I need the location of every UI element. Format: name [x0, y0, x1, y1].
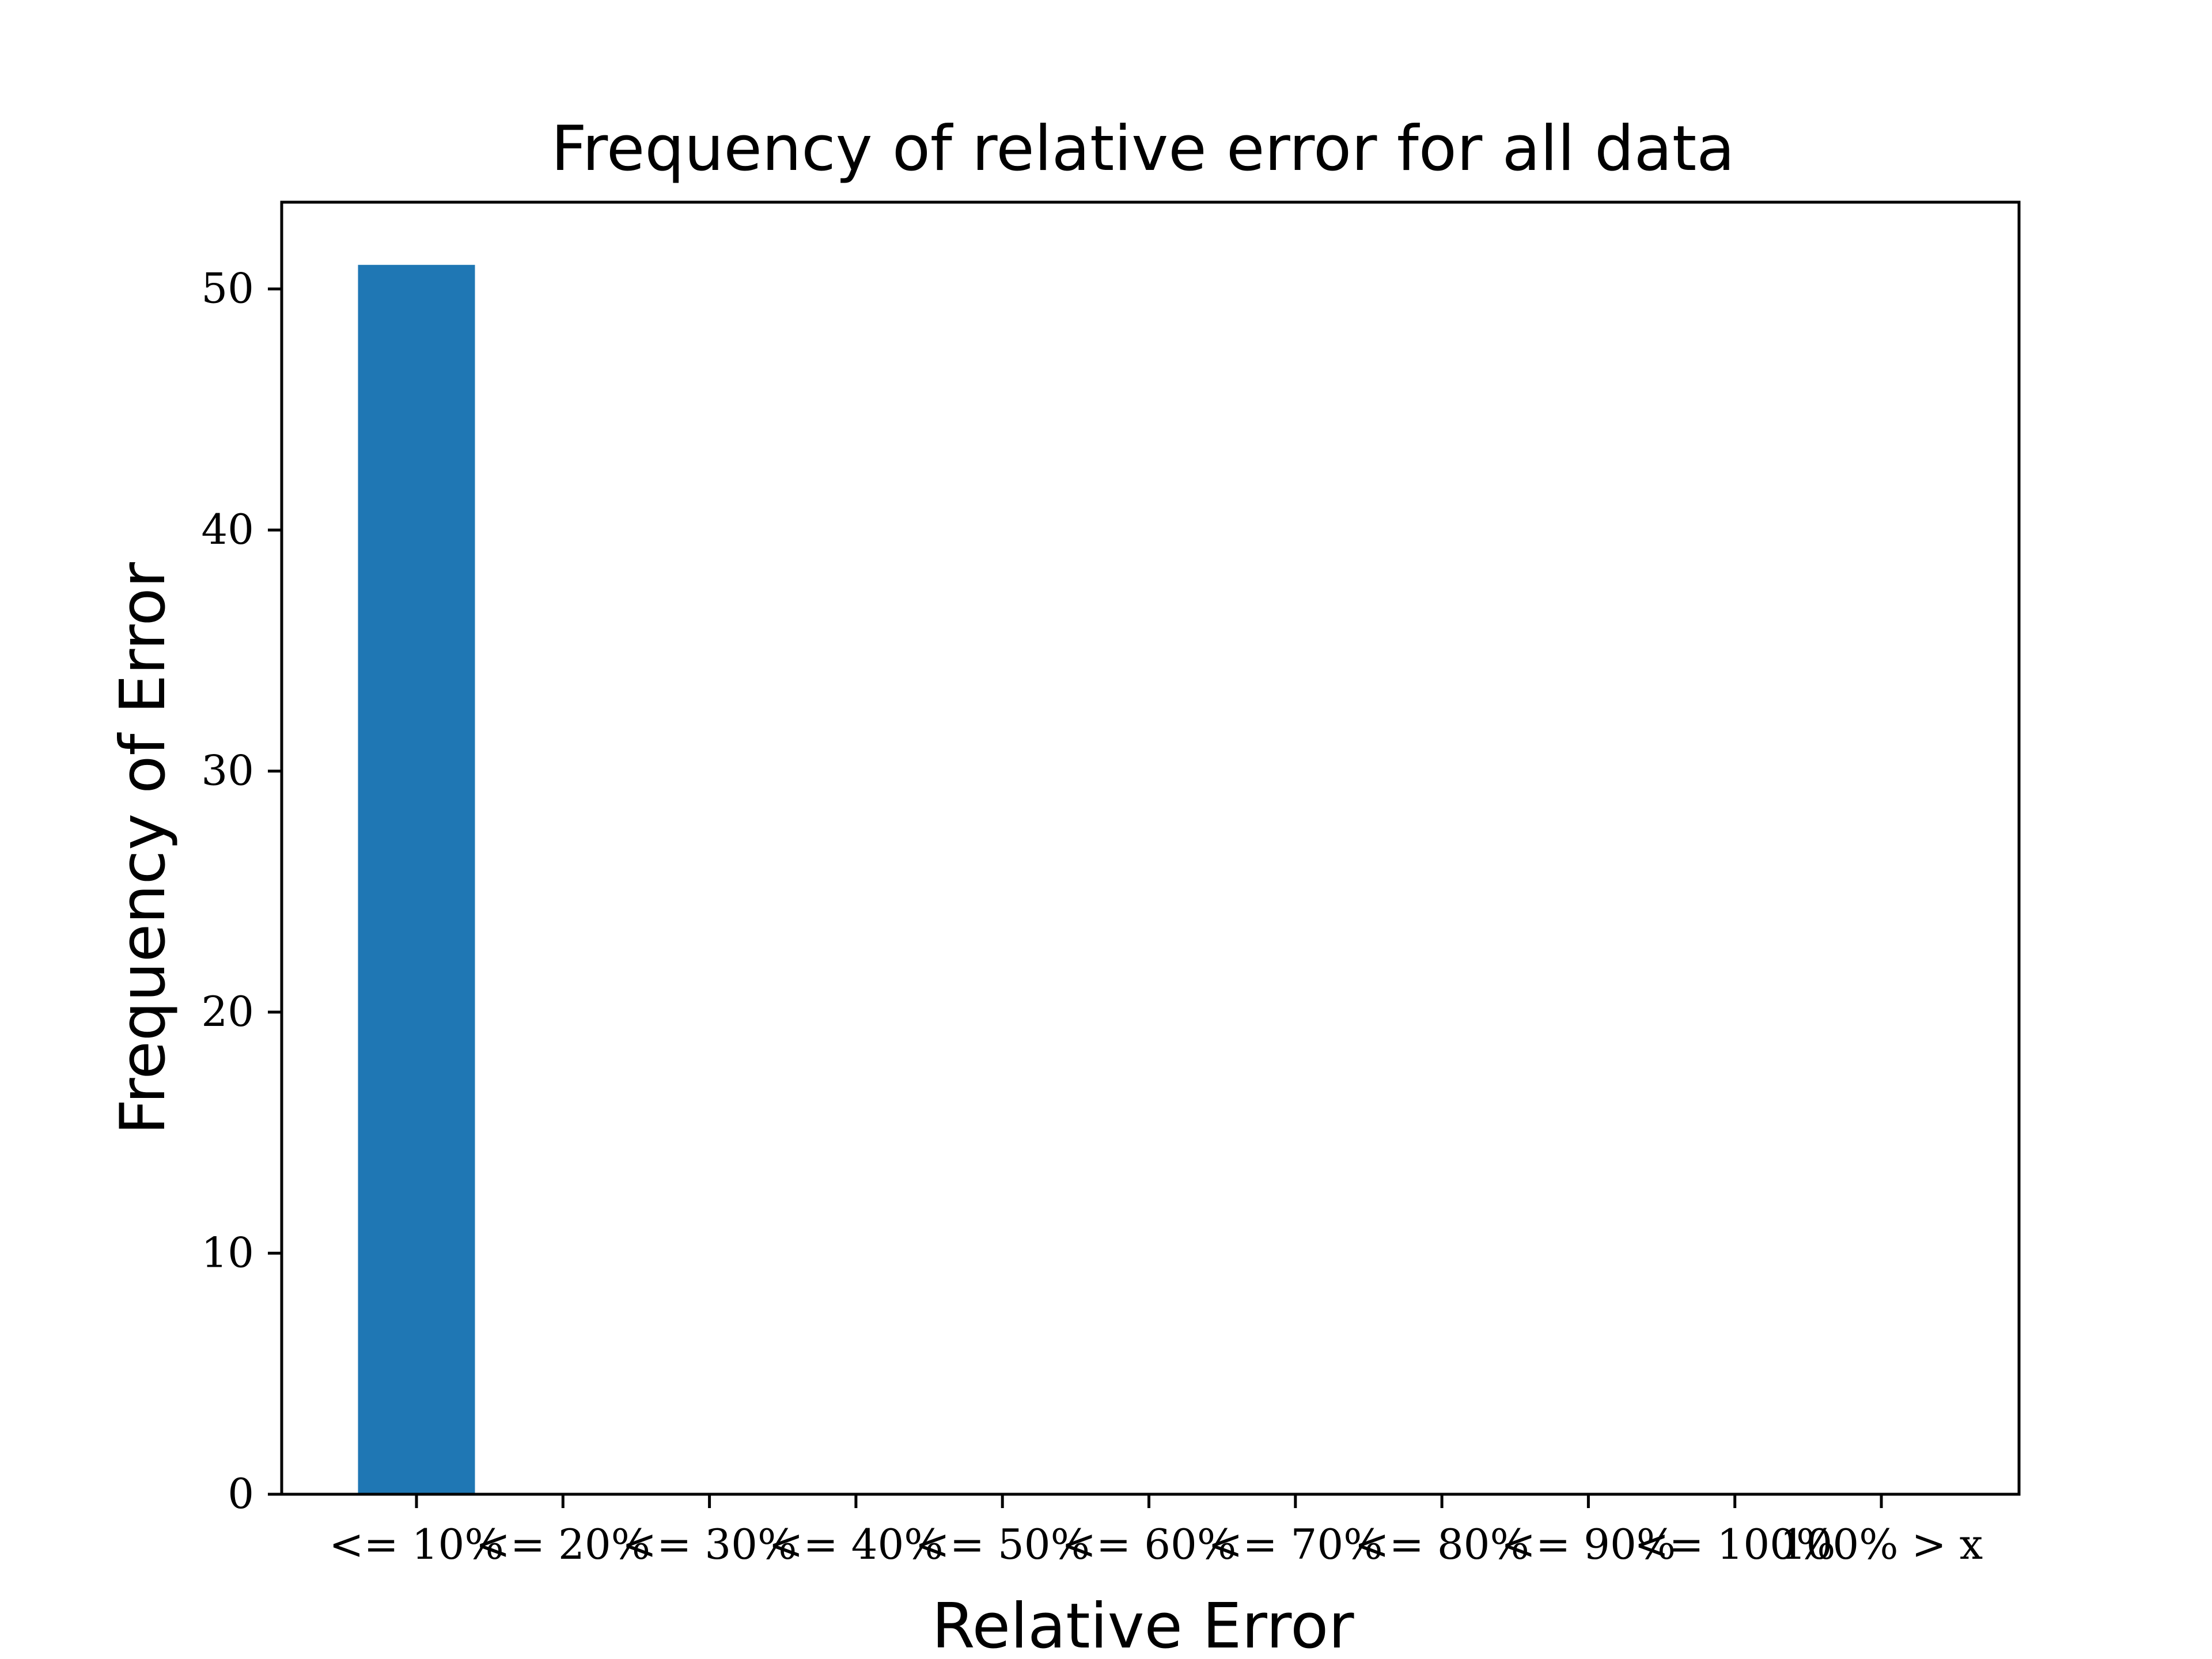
- bar-0: [358, 264, 475, 1494]
- x-tick-label: <= 40%: [768, 1520, 944, 1569]
- chart-title: Frequency of relative error for all data: [551, 113, 1735, 185]
- plot-frame: [280, 200, 2021, 1496]
- y-axis-label: Frequency of Error: [107, 562, 179, 1135]
- x-tick-label: <= 30%: [622, 1520, 797, 1569]
- bars-layer: [358, 264, 475, 1494]
- x-tick-label: 100% > x: [1780, 1520, 1983, 1569]
- x-tick-label: <= 60%: [1062, 1520, 1237, 1569]
- y-tick-label: 40: [201, 505, 254, 554]
- y-tick-label: 0: [228, 1469, 254, 1518]
- x-tick-label: <= 100%: [1634, 1520, 1835, 1569]
- x-tick-label: <= 70%: [1208, 1520, 1383, 1569]
- y-tick-label: 10: [201, 1229, 254, 1277]
- y-tick-label: 50: [201, 264, 254, 313]
- x-tick-label: <= 80%: [1354, 1520, 1529, 1569]
- y-tick-label: 30: [201, 747, 254, 795]
- x-tick-label: <= 20%: [476, 1520, 651, 1569]
- x-axis-label: Relative Error: [931, 1590, 1354, 1659]
- x-tick-label: <= 10%: [329, 1520, 504, 1569]
- y-axis-ticks: 0 10 20 30 40 50: [201, 264, 282, 1518]
- y-tick-label: 20: [201, 987, 254, 1036]
- x-tick-label: <= 50%: [915, 1520, 1090, 1569]
- x-axis-ticks: <= 10%<= 20%<= 30%<= 40%<= 50%<= 60%<= 7…: [329, 1494, 1983, 1569]
- x-tick-label: <= 90%: [1501, 1520, 1676, 1569]
